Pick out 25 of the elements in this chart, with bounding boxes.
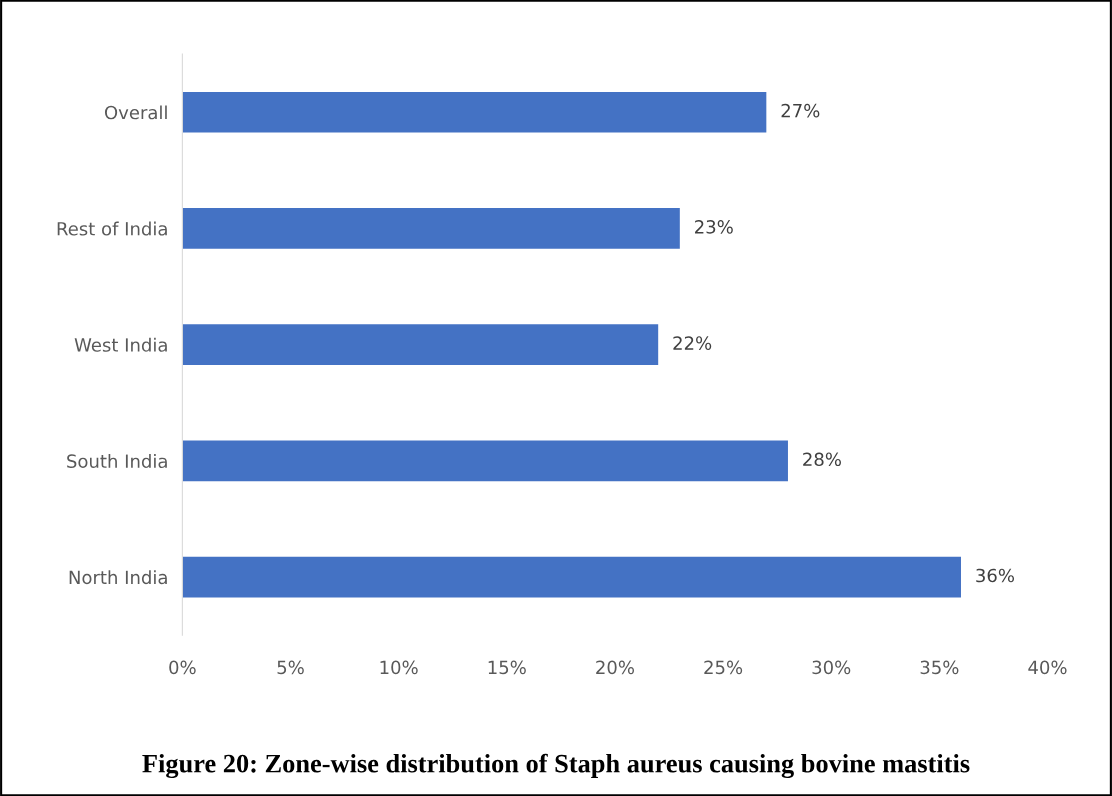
x-tick-label: 10%: [380, 660, 418, 675]
y-tick-label: North India: [69, 570, 167, 585]
x-tick-label: 5%: [277, 660, 304, 675]
data-label: 23%: [695, 220, 733, 234]
data-label: 36%: [976, 568, 1015, 583]
y-tick-label: Overall: [104, 105, 167, 120]
bar: [182, 556, 961, 598]
y-tick-label: West India: [74, 337, 167, 352]
x-tick-label: 25%: [704, 660, 743, 675]
bar: [182, 324, 659, 366]
y-tick-label: Rest of India: [57, 221, 167, 236]
data-label: 22%: [673, 336, 712, 350]
x-tick-label: 0%: [169, 660, 196, 675]
bar: [182, 91, 767, 133]
x-tick-label: 15%: [488, 660, 526, 675]
bar: [182, 208, 680, 249]
x-tick-label: 30%: [812, 660, 851, 675]
y-tick-label: South India: [67, 454, 167, 468]
bar: [182, 440, 788, 482]
x-tick-label: 20%: [596, 660, 635, 675]
data-label: 27%: [781, 103, 820, 118]
text: Figure 20: Zone-wise distribution of Staph aureus causing bovine mastitis: [142, 753, 970, 779]
data-label: 28%: [803, 452, 841, 467]
x-tick-label: 40%: [1028, 660, 1067, 675]
x-tick-label: 35%: [920, 660, 959, 675]
